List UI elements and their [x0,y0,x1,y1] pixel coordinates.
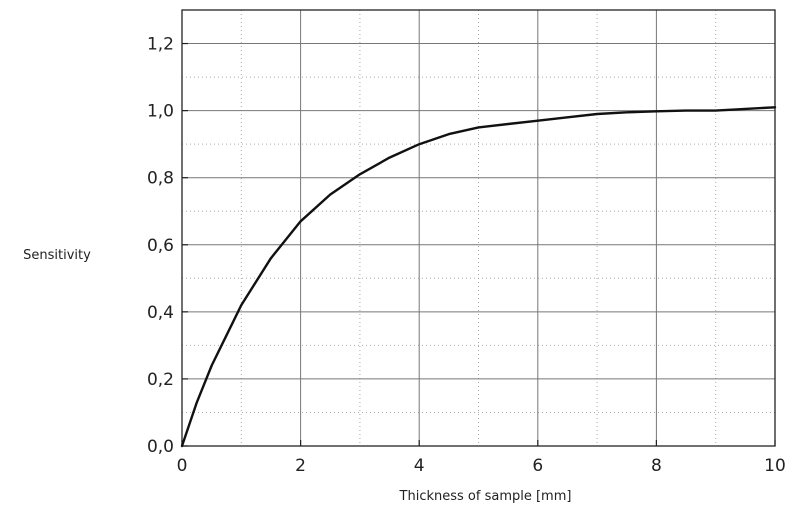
y-tick-label: 0,2 [147,370,174,390]
major-grid [181,10,776,447]
x-tick-label: 4 [414,456,425,476]
x-tick-labels: 0 2 4 6 8 10 [177,456,786,476]
y-tick-label: 0,8 [147,169,174,189]
sensitivity-curve [180,106,777,448]
plot-frame [181,9,776,447]
x-tick-label: 6 [532,456,543,476]
y-tick-label: 0,0 [147,437,174,457]
x-tick-label: 2 [295,456,306,476]
y-tick-label: 0,6 [147,236,174,256]
x-tick-label: 0 [177,456,188,476]
y-axis-label: Sensitivity [23,248,91,263]
x-tick-label: 8 [651,456,662,476]
y-tick-labels: 0,0 0,2 0,4 0,6 0,8 1,0 1,2 [147,35,174,457]
minor-grid [182,9,775,446]
x-tick-label: 10 [764,456,786,476]
series-layer [180,106,777,448]
y-tick-label: 1,0 [147,102,174,122]
x-axis-label: Thickness of sample [mm] [399,489,572,504]
y-tick-label: 1,2 [147,35,174,55]
y-tick-label: 0,4 [147,303,174,323]
